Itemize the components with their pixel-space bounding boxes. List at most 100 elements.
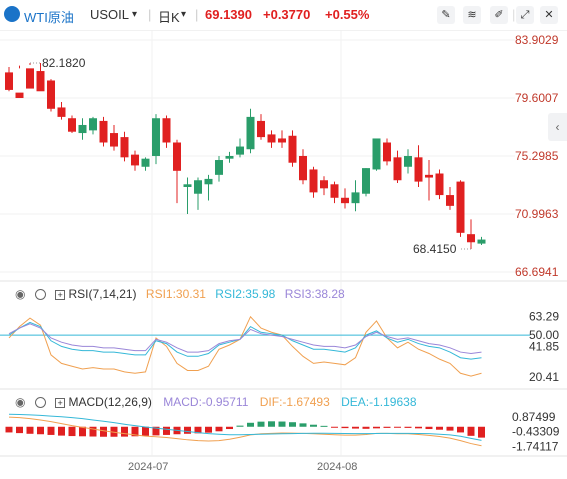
eye-icon[interactable]: ◉: [15, 287, 26, 301]
macd-y-tick-label: -1.74117: [512, 440, 559, 454]
draw-icon[interactable]: ✐: [490, 6, 508, 24]
rsi3-value: RSI3:38.28: [284, 287, 345, 301]
macd-histogram-bar: [257, 421, 265, 427]
macd-title: MACD(12,26,9): [68, 395, 152, 409]
rsi2-value: RSI2:35.98: [215, 287, 276, 301]
macd-histogram-bar: [383, 426, 391, 428]
min-price-label: 68.4150: [413, 242, 457, 256]
eye-icon[interactable]: ◉: [15, 395, 26, 409]
macd-histogram-bar: [47, 426, 55, 435]
x-tick-label: 2024-08: [317, 461, 357, 473]
macd-histogram-bar: [457, 426, 464, 433]
macd-histogram-bar: [194, 426, 202, 434]
macd-histogram-bar: [425, 426, 433, 430]
expand-icon[interactable]: +: [55, 397, 66, 408]
rsi-y-tick-label: 50.00: [529, 328, 559, 342]
period-dropdown-caret[interactable]: ▾: [181, 9, 187, 20]
max-price-label: 82.1820: [42, 56, 86, 70]
pen-icon[interactable]: ✎: [437, 6, 455, 24]
dea-value: DEA:-1.19638: [341, 395, 417, 409]
macd-line-dea: [8, 413, 482, 441]
candle-body: [141, 158, 150, 167]
macd-histogram-bar: [226, 426, 233, 430]
rsi-line-rsi1: [8, 315, 482, 377]
macd-histogram-bar: [415, 426, 422, 429]
macd-histogram-bar: [446, 426, 454, 431]
candle-body: [131, 154, 139, 166]
candle-body: [446, 195, 454, 206]
macd-histogram-bar: [205, 426, 212, 433]
candle-body: [120, 137, 129, 158]
macd-histogram-bar: [26, 426, 34, 434]
candle-body: [5, 72, 13, 90]
macd-histogram-bar: [152, 426, 160, 436]
y-tick-label: 83.9029: [515, 33, 559, 47]
macd-histogram-bar: [121, 426, 128, 437]
candle-body: [89, 118, 97, 131]
candle-body: [267, 134, 276, 143]
macd-histogram-bar: [394, 426, 401, 428]
price-change-percent: +0.55%: [325, 7, 370, 22]
rsi1-value: RSI1:30.31: [145, 287, 206, 301]
macd-histogram-bar: [467, 426, 475, 436]
indicator-icon[interactable]: ≋: [463, 6, 481, 24]
macd-histogram-bar: [142, 426, 149, 436]
period-selector[interactable]: 日K: [158, 10, 180, 25]
price-change: +0.3770: [263, 7, 311, 22]
candle-body: [288, 135, 297, 163]
fullscreen-icon[interactable]: ⤢: [516, 6, 534, 24]
macd-histogram-bar: [320, 425, 328, 427]
x-tick-label: 2024-07: [128, 461, 168, 473]
candle-body: [467, 234, 475, 243]
candle-body: [215, 160, 223, 175]
macd-histogram-bar: [79, 426, 86, 437]
macd-histogram-bar: [362, 426, 370, 429]
candle-body: [47, 80, 55, 109]
candle-body: [404, 155, 412, 167]
rsi-line-rsi2: [8, 321, 482, 360]
macd-histogram-bar: [331, 426, 338, 428]
y-tick-label: 75.2985: [515, 149, 559, 163]
macd-histogram-bar: [289, 422, 296, 427]
macd-histogram-bar: [131, 426, 139, 437]
candle-body: [246, 116, 255, 150]
rsi-line-rsi3: [8, 323, 482, 354]
macd-histogram-bar: [299, 423, 307, 427]
candle-body: [351, 192, 360, 204]
candle-body: [36, 71, 45, 92]
expand-icon[interactable]: +: [55, 289, 66, 300]
instrument-name[interactable]: WTI原油: [24, 10, 74, 25]
candle-body: [152, 118, 160, 156]
macd-histogram-bar: [341, 426, 349, 429]
macd-histogram-bar: [184, 426, 191, 434]
macd-histogram-bar: [404, 426, 412, 428]
candle-body: [414, 157, 423, 182]
macd-histogram-bar: [352, 426, 359, 429]
symbol-label[interactable]: USOIL: [90, 7, 130, 22]
candle-body: [362, 168, 370, 194]
macd-histogram-bar: [278, 421, 286, 427]
candle-body: [57, 107, 66, 117]
symbol-dropdown-caret[interactable]: ▾: [132, 9, 138, 20]
rsi-y-tick-label: 63.29: [529, 309, 559, 323]
candle-body: [372, 138, 381, 170]
candle-body: [183, 184, 192, 187]
candle-body: [320, 180, 328, 189]
gear-icon[interactable]: [34, 289, 46, 301]
macd-header: ◉ + MACD(12,26,9) MACD:-0.95711 DIF:-1.6…: [15, 395, 417, 409]
side-panel-toggle-button[interactable]: ‹: [548, 113, 567, 141]
macd-histogram-bar: [478, 426, 485, 438]
rsi-title: RSI(7,14,21): [68, 287, 137, 301]
y-tick-label: 79.6007: [515, 91, 559, 105]
candle-body: [278, 138, 286, 143]
candle-body: [341, 197, 349, 204]
candle-body: [26, 68, 34, 89]
gear-icon[interactable]: [34, 397, 46, 409]
candle-body: [225, 155, 234, 159]
macd-histogram-bar: [58, 426, 65, 436]
candle-body: [99, 120, 108, 143]
macd-histogram-bar: [16, 426, 23, 434]
macd-histogram-bar: [236, 425, 244, 427]
macd-histogram-bar: [373, 426, 380, 429]
close-icon[interactable]: ✕: [540, 6, 558, 24]
